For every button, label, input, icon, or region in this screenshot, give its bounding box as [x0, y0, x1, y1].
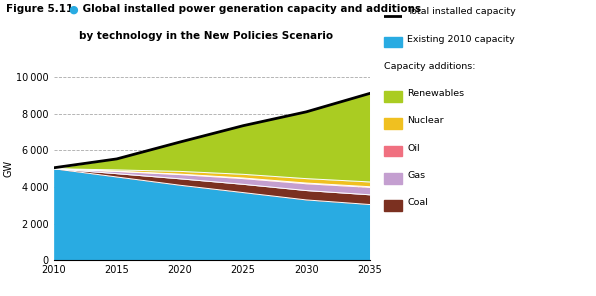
Y-axis label: GW: GW: [4, 160, 13, 177]
Text: by technology in the New Policies Scenario: by technology in the New Policies Scenar…: [79, 31, 333, 41]
Text: Oil: Oil: [407, 144, 420, 152]
Text: Global installed power generation capacity and additions: Global installed power generation capaci…: [79, 4, 421, 15]
Text: Coal: Coal: [407, 198, 428, 207]
Text: Figure 5.11: Figure 5.11: [6, 4, 73, 15]
Text: Nuclear: Nuclear: [407, 116, 443, 125]
Text: Capacity additions:: Capacity additions:: [384, 62, 476, 71]
Text: ●: ●: [69, 4, 78, 15]
Text: Existing 2010 capacity: Existing 2010 capacity: [407, 35, 515, 44]
Text: Total installed capacity: Total installed capacity: [407, 7, 516, 16]
Text: Gas: Gas: [407, 171, 425, 180]
Text: Renewables: Renewables: [407, 89, 464, 98]
